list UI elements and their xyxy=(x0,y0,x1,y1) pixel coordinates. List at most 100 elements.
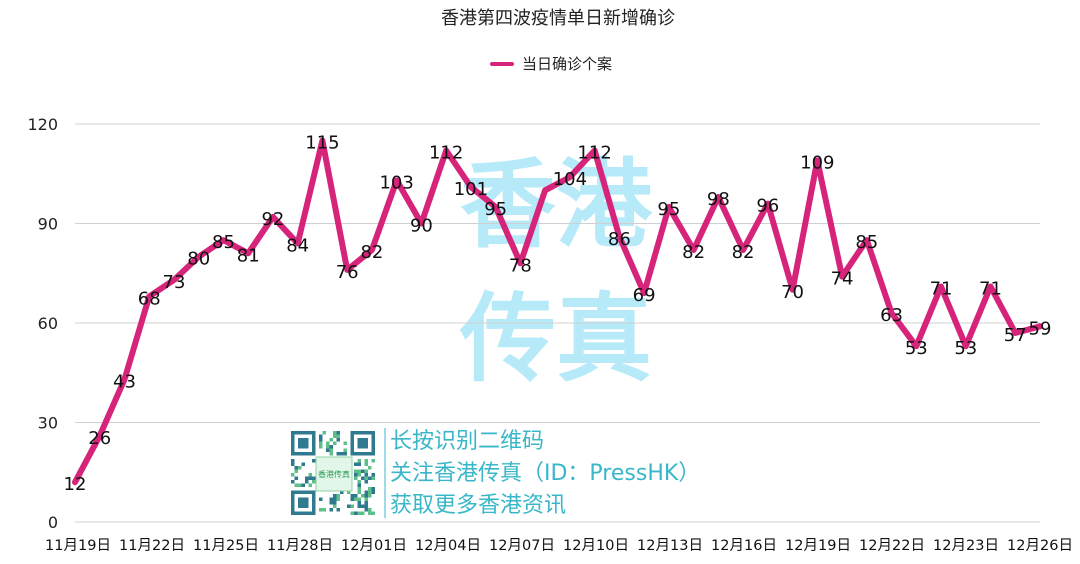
data-label: 95 xyxy=(657,199,680,220)
qr-module xyxy=(361,511,365,515)
qr-module xyxy=(364,476,368,480)
qr-module xyxy=(329,508,333,512)
qr-module xyxy=(364,501,368,505)
x-tick-label: 12月01日 xyxy=(341,538,407,554)
data-label: 74 xyxy=(831,269,854,290)
qr-module xyxy=(368,508,372,512)
qr-module xyxy=(371,476,375,480)
qr-center-logo xyxy=(315,456,353,492)
x-tick-label: 12月23日 xyxy=(933,538,999,554)
qr-finder-core xyxy=(357,438,368,449)
data-label: 112 xyxy=(429,143,463,164)
qr-module xyxy=(333,497,337,501)
data-label: 115 xyxy=(305,133,339,154)
data-label: 71 xyxy=(930,279,953,300)
qr-module xyxy=(357,462,361,466)
qr-module xyxy=(329,438,333,442)
data-label: 82 xyxy=(360,242,383,263)
qr-module xyxy=(329,448,333,452)
qr-module xyxy=(333,494,337,498)
qr-module xyxy=(364,480,368,484)
data-label: 12 xyxy=(64,474,87,495)
x-tick-label: 11月19日 xyxy=(45,538,111,554)
qr-module xyxy=(298,483,302,487)
data-label: 82 xyxy=(682,242,705,263)
watermark-line2: 传真 xyxy=(459,283,652,395)
qr-module xyxy=(357,504,361,508)
x-tick-label: 11月28日 xyxy=(267,538,333,554)
qr-module xyxy=(336,438,340,442)
qr-module xyxy=(347,504,351,508)
qr-module xyxy=(343,441,347,445)
qr-module xyxy=(354,494,358,498)
gridlines xyxy=(75,123,1040,523)
qr-finder-core xyxy=(298,438,309,449)
qr-module xyxy=(357,469,361,473)
qr-module xyxy=(326,441,330,445)
qr-module xyxy=(371,459,375,463)
qr-module xyxy=(368,511,372,515)
x-tick-label: 12月16日 xyxy=(711,538,777,554)
x-tick-label: 12月26日 xyxy=(1007,538,1073,554)
qr-module xyxy=(319,438,323,442)
promo-line-2: 关注香港传真（ID：PressHK） xyxy=(390,461,700,486)
data-label: 73 xyxy=(163,272,186,293)
qr-code[interactable] xyxy=(291,431,375,515)
qr-module xyxy=(343,452,347,456)
qr-module xyxy=(364,494,368,498)
qr-module xyxy=(291,473,295,477)
qr-module xyxy=(364,473,368,477)
qr-module xyxy=(361,476,365,480)
series-line-当日确诊个案 xyxy=(72,137,1043,486)
data-label: 84 xyxy=(286,235,309,256)
data-label: 85 xyxy=(212,232,235,253)
data-label: 86 xyxy=(608,229,631,250)
x-tick-label: 12月04日 xyxy=(415,538,481,554)
qr-module xyxy=(322,508,326,512)
qr-module xyxy=(294,466,298,470)
qr-module xyxy=(364,469,368,473)
qr-module xyxy=(319,445,323,449)
series xyxy=(72,137,1043,486)
qr-module xyxy=(350,494,354,498)
data-label: 104 xyxy=(553,169,587,190)
qr-module xyxy=(350,497,354,501)
qr-module xyxy=(333,434,337,438)
y-axis: 0 30 60 90 120 xyxy=(27,115,58,532)
qr-module xyxy=(308,476,312,480)
qr-module xyxy=(364,497,368,501)
qr-module xyxy=(291,462,295,466)
qr-module xyxy=(312,459,316,463)
qr-module xyxy=(336,431,340,435)
qr-module xyxy=(350,504,354,508)
legend-label: 当日确诊个案 xyxy=(522,55,612,73)
qr-module xyxy=(333,441,337,445)
data-label: 80 xyxy=(187,249,210,270)
x-tick-label: 11月25日 xyxy=(193,538,259,554)
qr-module xyxy=(357,473,361,477)
qr-module xyxy=(354,497,358,501)
qr-module xyxy=(294,476,298,480)
qr-module xyxy=(336,508,340,512)
qr-module xyxy=(291,459,295,463)
qr-module xyxy=(333,504,337,508)
qr-module xyxy=(308,473,312,477)
qr-finder-core xyxy=(298,497,309,508)
data-label: 53 xyxy=(905,338,928,359)
qr-module xyxy=(329,445,333,449)
qr-module xyxy=(354,511,358,515)
qr-module xyxy=(312,480,316,484)
data-label: 82 xyxy=(732,242,755,263)
y-tick-label: 90 xyxy=(38,215,58,234)
y-tick-label: 0 xyxy=(48,513,58,532)
data-label: 68 xyxy=(138,288,161,309)
qr-module xyxy=(308,483,312,487)
qr-module xyxy=(329,497,333,501)
qr-module xyxy=(357,497,361,501)
qr-module xyxy=(357,480,361,484)
x-tick-label: 12月10日 xyxy=(563,538,629,554)
qr-module xyxy=(305,480,309,484)
qr-module xyxy=(350,511,354,515)
qr-module xyxy=(305,476,309,480)
